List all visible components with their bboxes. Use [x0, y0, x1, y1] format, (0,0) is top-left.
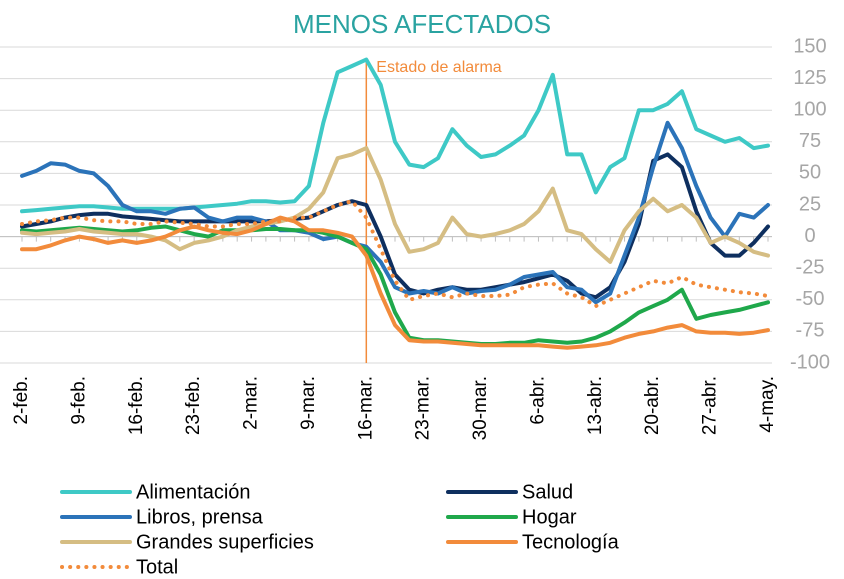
x-tick-label: 6-abr. [527, 376, 548, 425]
x-tick-label: 30-mar. [470, 376, 491, 440]
series-line [20, 57, 770, 214]
legend-label: Grandes superficies [136, 531, 314, 553]
y-tick-label: 75 [799, 130, 821, 152]
y-tick-label: 25 [799, 193, 821, 215]
x-tick-label: 2-feb. [11, 376, 32, 425]
series-line [20, 224, 770, 346]
x-tick-label: 16-mar. [355, 376, 376, 440]
series-line [20, 146, 770, 264]
y-tick-label: -50 [796, 288, 825, 310]
legend-label: Alimentación [136, 481, 251, 503]
y-tick-label: -75 [796, 320, 825, 342]
x-tick-label: 9-mar. [298, 376, 319, 430]
legend-label: Salud [522, 481, 573, 503]
x-tick-label: 23-mar. [413, 376, 434, 440]
x-tick-label: 27-abr. [700, 376, 721, 435]
y-tick-label: 100 [793, 98, 826, 120]
y-tick-label: -25 [796, 256, 825, 278]
x-tick-label: 2-mar. [241, 376, 262, 430]
x-tick-label: 4-may. [757, 376, 778, 433]
y-tick-label: 50 [799, 162, 821, 184]
annotation: Estado de alarma [376, 59, 502, 76]
y-tick-label: 0 [804, 225, 815, 247]
x-tick-label: 20-abr. [642, 376, 663, 435]
legend-label: Total [136, 556, 178, 578]
chart-title: MENOS AFECTADOS [293, 9, 551, 39]
y-tick-label: 150 [793, 35, 826, 57]
series-line [20, 215, 770, 350]
legend-label: Libros, prensa [136, 506, 264, 528]
series-line [20, 120, 770, 305]
x-tick-label: 16-feb. [126, 376, 147, 435]
x-tick-label: 9-feb. [68, 376, 89, 425]
x-tick-label: 23-feb. [183, 376, 204, 435]
y-tick-label: -100 [790, 351, 830, 373]
legend-label: Tecnología [522, 531, 620, 553]
y-tick-label: 125 [793, 67, 826, 89]
legend-label: Hogar [522, 506, 577, 528]
x-tick-label: 13-abr. [585, 376, 606, 435]
